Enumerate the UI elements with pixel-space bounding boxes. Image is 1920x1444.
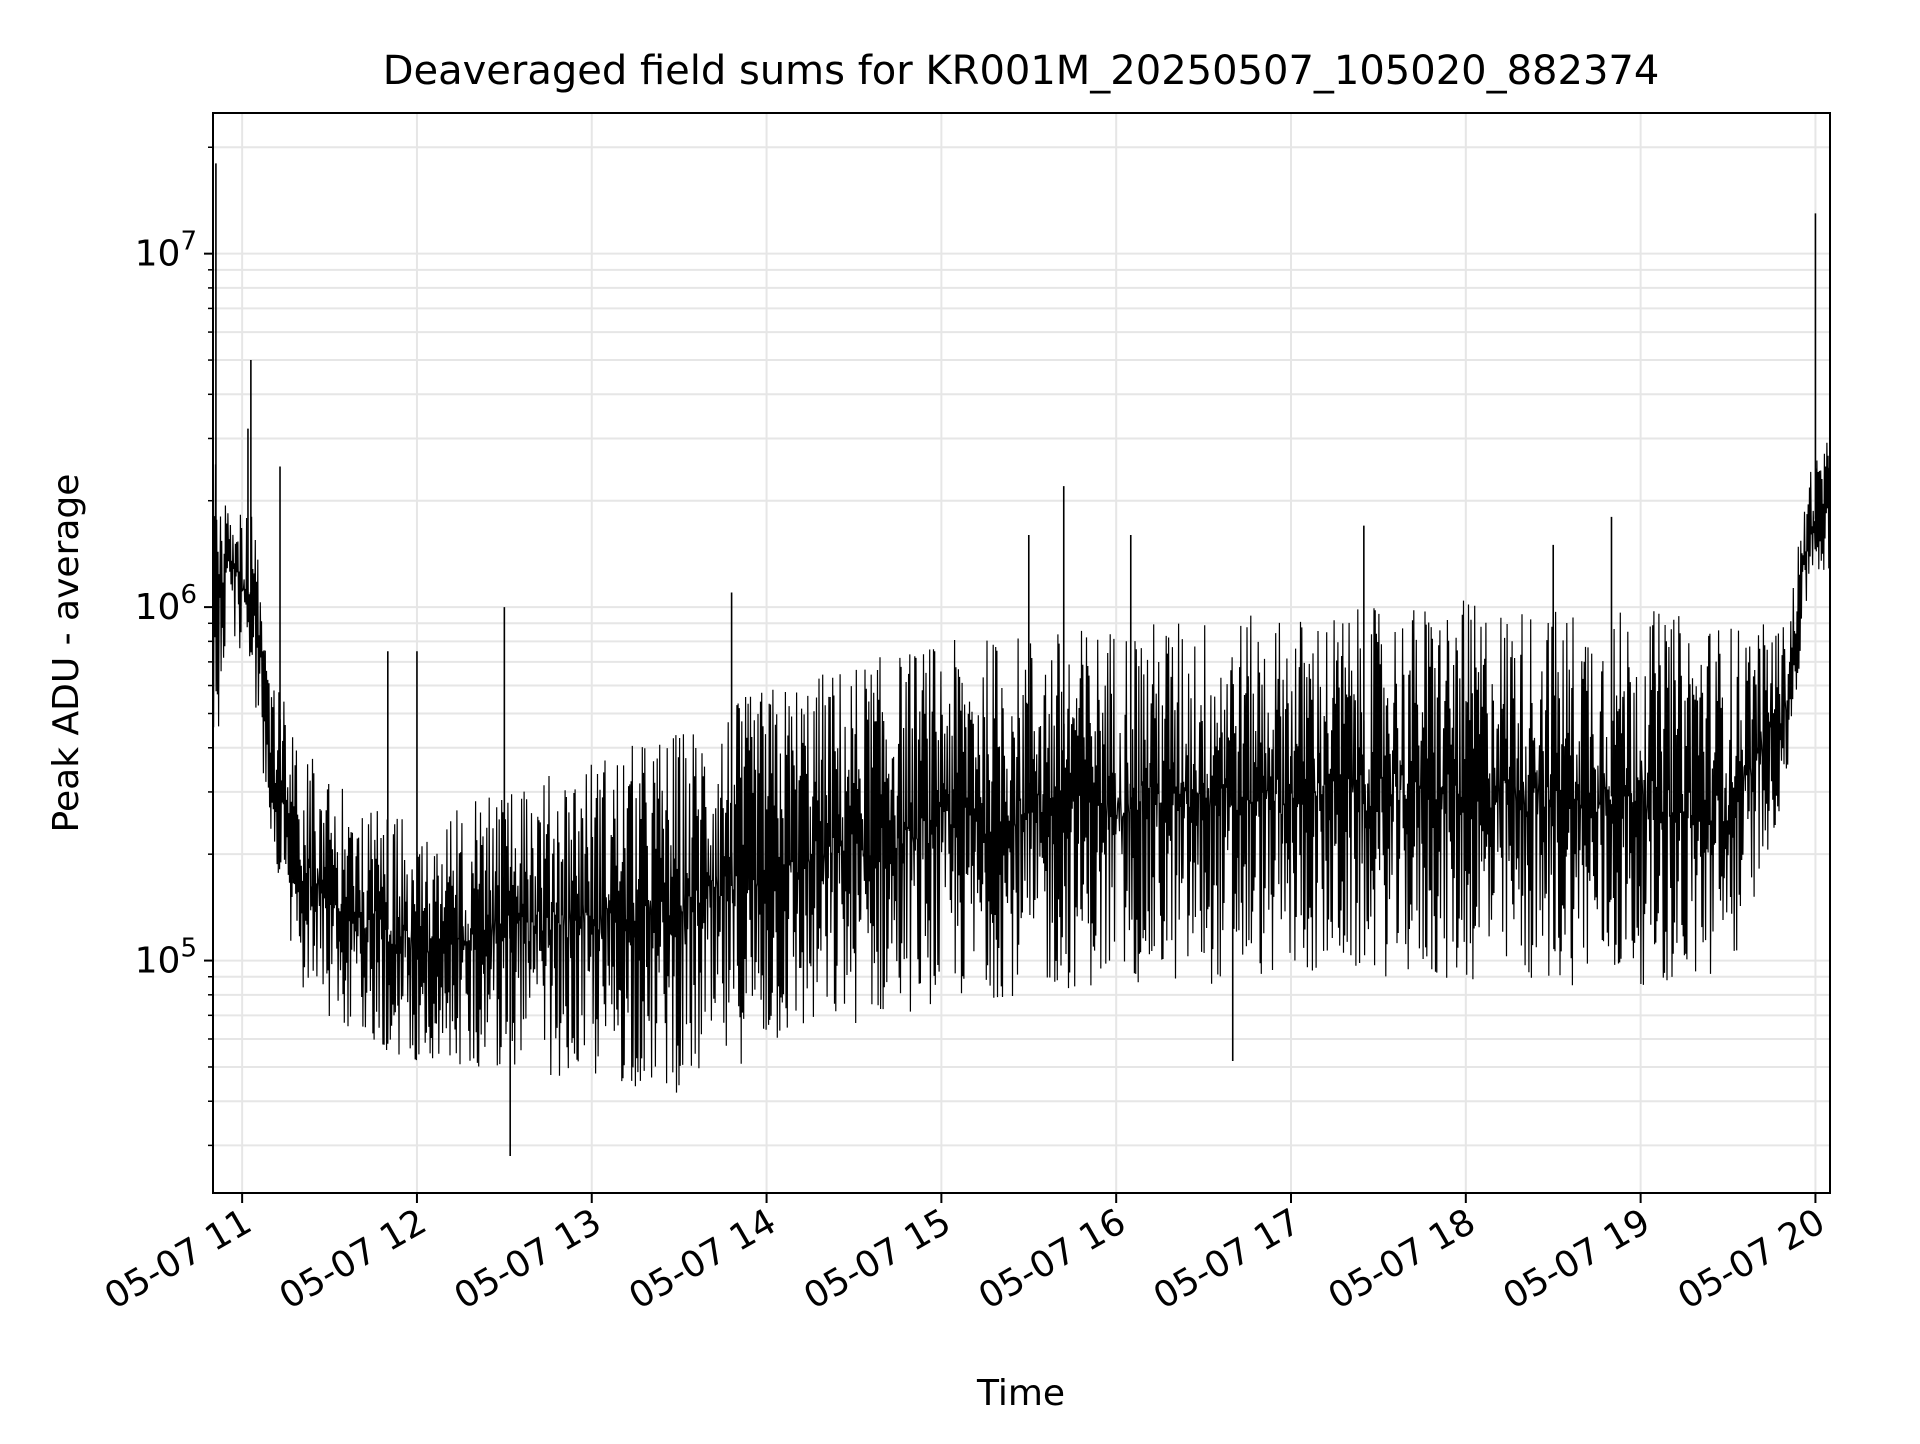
grid-lines — [213, 113, 1830, 1193]
y-tick-label: 105 — [135, 934, 197, 982]
y-axis-label: Peak ADU - average — [46, 474, 87, 833]
x-axis-label: Time — [976, 1373, 1065, 1414]
chart-title: Deaveraged field sums for KR001M_2025050… — [383, 48, 1660, 94]
data-series — [212, 163, 1831, 1156]
plot-frame — [212, 112, 1831, 1194]
y-tick-label: 107 — [135, 227, 197, 275]
y-tick-label: 106 — [135, 580, 197, 628]
series-line — [212, 442, 1831, 1093]
